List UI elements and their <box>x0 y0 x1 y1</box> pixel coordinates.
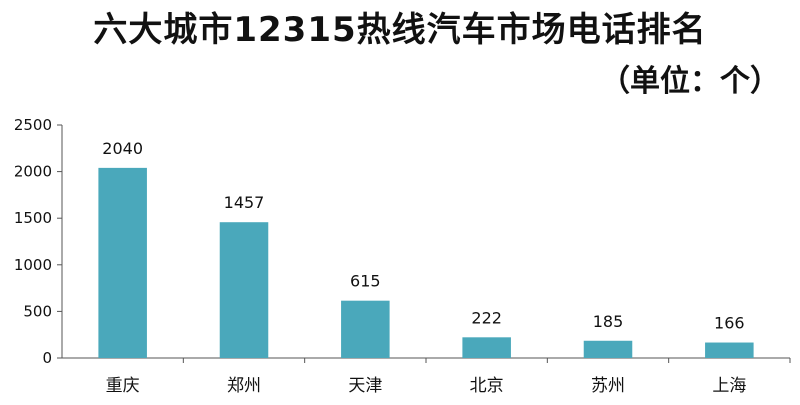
chart-title: 六大城市12315热线汽车市场电话排名 <box>93 10 707 50</box>
y-tick-label: 1000 <box>14 256 52 274</box>
x-tick-label: 北京 <box>470 376 504 396</box>
axes: 0 500 1000 1500 2000 2500 <box>14 116 791 367</box>
x-tick-label: 重庆 <box>106 376 140 396</box>
bar <box>705 342 754 358</box>
y-tick-label: 2000 <box>14 163 52 181</box>
x-tick-label: 上海 <box>712 376 746 396</box>
y-tick-label: 1500 <box>14 209 52 227</box>
data-label: 2040 <box>102 139 143 158</box>
chart-subtitle: （单位：个） <box>600 64 780 99</box>
y-tick-label: 500 <box>23 302 52 320</box>
y-tick-label: 2500 <box>14 116 52 134</box>
labels: 2040 重庆 1457 郑州 615 天津 222 北京 185 苏州 166 上海 <box>102 139 746 396</box>
bar <box>98 167 147 358</box>
data-label: 222 <box>471 308 502 327</box>
data-label: 1457 <box>224 193 265 212</box>
bar <box>583 340 633 358</box>
x-tick-label: 郑州 <box>227 376 261 396</box>
x-tick-label: 天津 <box>348 376 382 396</box>
bar <box>341 300 390 358</box>
bar <box>462 337 511 358</box>
y-tick-label: 0 <box>42 349 52 367</box>
bars <box>98 167 754 358</box>
data-label: 166 <box>714 314 745 333</box>
x-tick-label: 苏州 <box>591 376 625 396</box>
data-label: 185 <box>593 312 624 331</box>
data-label: 615 <box>350 272 381 291</box>
bar <box>219 222 269 358</box>
